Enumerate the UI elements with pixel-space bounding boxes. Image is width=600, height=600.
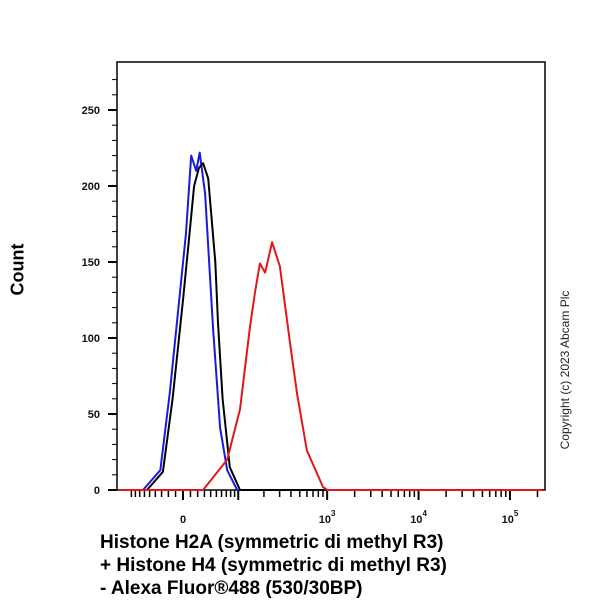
x-tick-label: 104 [410,509,427,526]
x-axis-title-line-2: + Histone H4 (symmetric di methyl R3) [100,555,447,576]
x-axis-title-line-3: - Alexa Fluor®488 (530/30BP) [100,578,363,599]
histogram-series-2 [119,162,543,491]
histogram-series-3 [119,241,543,491]
y-tick-label: 100 [82,333,100,345]
histogram-series-1 [119,151,543,491]
y-tick-label: 0 [94,485,100,497]
x-axis-title-line-1: Histone H2A (symmetric di methyl R3) [100,532,444,553]
x-axis: 0 103 104 105 [130,490,539,526]
copyright-watermark: Copyright (c) 2023 Abcam Plc [558,290,572,450]
histogram-curves [119,151,543,491]
y-tick-label: 50 [88,409,100,421]
y-tick-label: 150 [82,257,100,269]
x-tick-label: 0 [180,514,186,526]
x-tick-label: 103 [319,509,336,526]
y-axis-title: Count [7,243,28,296]
y-tick-label: 250 [82,105,100,117]
x-axis-title: Histone H2A (symmetric di methyl R3) + H… [100,531,550,600]
x-tick-label: 105 [502,509,519,526]
y-axis: 0 50 100 150 200 250 [82,79,117,497]
y-tick-label: 200 [82,181,100,193]
